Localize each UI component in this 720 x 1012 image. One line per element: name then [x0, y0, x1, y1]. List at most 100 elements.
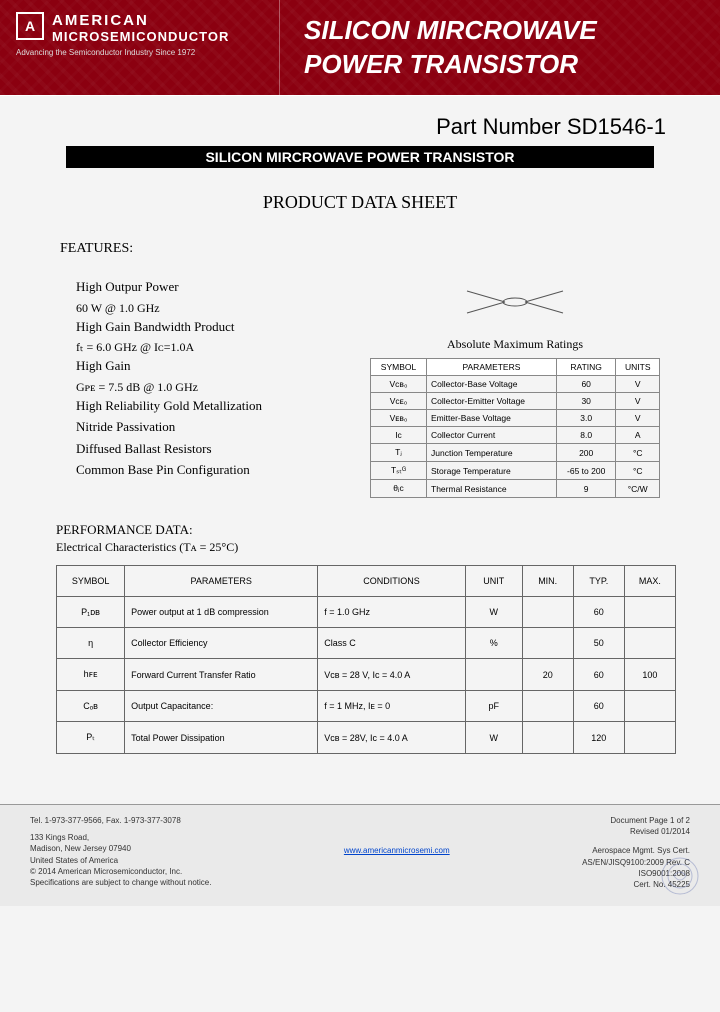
- perf-cell-max: [624, 722, 675, 754]
- document-content: Part Number SD1546-1 SILICON MIRCROWAVE …: [0, 96, 720, 774]
- footer-left: Tel. 1-973-377-9566, Fax. 1-973-377-3078…: [30, 815, 211, 890]
- perf-cell-typ: 120: [573, 722, 624, 754]
- perf-cell-cond: f = 1.0 GHz: [318, 597, 466, 628]
- footer-addr1: 133 Kings Road,: [30, 832, 211, 843]
- ratings-cell-param: Collector-Emitter Voltage: [427, 393, 557, 410]
- perf-header-min: MIN.: [522, 566, 573, 597]
- perf-cell-max: 100: [624, 659, 675, 691]
- perf-cell-typ: 50: [573, 628, 624, 659]
- subtitle-bar: SILICON MIRCROWAVE POWER TRANSISTOR: [66, 146, 654, 168]
- ratings-cell-symbol: Vᴇʙ₀: [371, 410, 427, 427]
- feature-item: High Gain Bandwidth Product: [76, 317, 346, 337]
- footer-tel: Tel. 1-973-377-9566, Fax. 1-973-377-3078: [30, 815, 211, 826]
- ratings-cell-units: °C: [616, 462, 660, 480]
- ratings-header-symbol: SYMBOL: [371, 359, 427, 376]
- perf-cell-min: [522, 722, 573, 754]
- table-row: Vᴄᴇ₀Collector-Emitter Voltage30V: [371, 393, 660, 410]
- perf-cell-param: Forward Current Transfer Ratio: [125, 659, 318, 691]
- ratings-cell-units: °C: [616, 444, 660, 462]
- feature-item: High Outpur Power: [76, 277, 346, 297]
- company-tagline: Advancing the Semiconductor Industry Sin…: [16, 48, 263, 57]
- feature-item: Diffused Ballast Resistors: [76, 439, 346, 459]
- ratings-cell-rating: 60: [556, 376, 616, 393]
- perf-header-max: MAX.: [624, 566, 675, 597]
- perf-cell-symbol: hꜰᴇ: [57, 659, 125, 691]
- ratings-header-rating: RATING: [556, 359, 616, 376]
- ratings-cell-param: Junction Temperature: [427, 444, 557, 462]
- table-row: Vᴄʙ₀Collector-Base Voltage60V: [371, 376, 660, 393]
- table-row: PₜTotal Power DissipationVᴄʙ = 28V, Iᴄ =…: [57, 722, 676, 754]
- footer-center: www.americanmicrosemi.com: [344, 815, 450, 890]
- table-row: CₒʙOutput Capacitance:f = 1 MHz, Iᴇ = 0p…: [57, 691, 676, 722]
- table-row: TⱼJunction Temperature200°C: [371, 444, 660, 462]
- perf-cell-symbol: P₁ᴅʙ: [57, 597, 125, 628]
- page-footer: Tel. 1-973-377-9566, Fax. 1-973-377-3078…: [0, 804, 720, 906]
- ratings-cell-symbol: Tⱼ: [371, 444, 427, 462]
- ratings-header-units: UNITS: [616, 359, 660, 376]
- perf-cell-max: [624, 691, 675, 722]
- ratings-cell-units: V: [616, 376, 660, 393]
- header-title-line1: SILICON MIRCROWAVE: [304, 14, 720, 48]
- perf-cell-max: [624, 597, 675, 628]
- table-row: IᴄCollector Current8.0A: [371, 427, 660, 444]
- features-list: High Outpur Power 60 W @ 1.0 GHz High Ga…: [76, 277, 346, 498]
- feature-sub: fₜ = 6.0 GHz @ Iᴄ=1.0A: [76, 338, 346, 356]
- ratings-cell-symbol: Iᴄ: [371, 427, 427, 444]
- footer-revised: Revised 01/2014: [582, 826, 690, 837]
- footer-right: Document Page 1 of 2 Revised 01/2014 Aer…: [582, 815, 690, 890]
- perf-cell-param: Power output at 1 dB compression: [125, 597, 318, 628]
- ratings-cell-symbol: θⱼᴄ: [371, 480, 427, 498]
- feature-sub: Gᴘᴇ = 7.5 dB @ 1.0 GHz: [76, 378, 346, 396]
- ratings-header-parameters: PARAMETERS: [427, 359, 557, 376]
- perf-cell-param: Output Capacitance:: [125, 691, 318, 722]
- perf-header-unit: UNIT: [465, 566, 522, 597]
- perf-cell-min: [522, 691, 573, 722]
- table-row: TₛₜᴳStorage Temperature-65 to 200°C: [371, 462, 660, 480]
- ratings-cell-symbol: Tₛₜᴳ: [371, 462, 427, 480]
- perf-cell-param: Collector Efficiency: [125, 628, 318, 659]
- ratings-cell-symbol: Vᴄᴇ₀: [371, 393, 427, 410]
- ratings-cell-param: Thermal Resistance: [427, 480, 557, 498]
- ratings-cell-rating: 9: [556, 480, 616, 498]
- perf-cell-param: Total Power Dissipation: [125, 722, 318, 754]
- feature-item: Nitride Passivation: [76, 417, 346, 437]
- ratings-cell-rating: 200: [556, 444, 616, 462]
- company-logo-area: A AMERICAN MICROSEMICONDUCTOR Advancing …: [0, 0, 280, 95]
- footer-doc-page: Document Page 1 of 2: [582, 815, 690, 826]
- perf-header-typ: TYP.: [573, 566, 624, 597]
- performance-sublabel: Electrical Characteristics (Tᴀ = 25°C): [56, 540, 684, 555]
- perf-cell-unit: pF: [465, 691, 522, 722]
- ratings-cell-rating: 8.0: [556, 427, 616, 444]
- ratings-cell-param: Collector Current: [427, 427, 557, 444]
- ratings-cell-units: V: [616, 410, 660, 427]
- perf-cell-unit: W: [465, 597, 522, 628]
- perf-header-parameters: PARAMETERS: [125, 566, 318, 597]
- ratings-title: Absolute Maximum Ratings: [370, 337, 660, 352]
- ratings-cell-units: °C/W: [616, 480, 660, 498]
- perf-cell-max: [624, 628, 675, 659]
- performance-label: PERFORMANCE DATA:: [56, 522, 684, 538]
- ratings-cell-symbol: Vᴄʙ₀: [371, 376, 427, 393]
- ratings-cell-param: Storage Temperature: [427, 462, 557, 480]
- footer-url-link[interactable]: www.americanmicrosemi.com: [344, 846, 450, 855]
- header-banner: A AMERICAN MICROSEMICONDUCTOR Advancing …: [0, 0, 720, 96]
- footer-cert1: Aerospace Mgmt. Sys Cert.: [582, 845, 690, 856]
- perf-cell-min: [522, 628, 573, 659]
- perf-cell-typ: 60: [573, 597, 624, 628]
- perf-cell-unit: W: [465, 722, 522, 754]
- perf-cell-symbol: η: [57, 628, 125, 659]
- table-row: hꜰᴇForward Current Transfer RatioVᴄʙ = 2…: [57, 659, 676, 691]
- header-title-line2: POWER TRANSISTOR: [304, 48, 720, 82]
- footer-addr3: United States of America: [30, 855, 211, 866]
- perf-cell-symbol: Cₒʙ: [57, 691, 125, 722]
- part-number: Part Number SD1546-1: [36, 114, 666, 140]
- ratings-table: SYMBOL PARAMETERS RATING UNITS Vᴄʙ₀Colle…: [370, 358, 660, 498]
- perf-header-symbol: SYMBOL: [57, 566, 125, 597]
- company-name-line1: AMERICAN: [52, 12, 229, 29]
- sheet-title: PRODUCT DATA SHEET: [36, 192, 684, 213]
- ratings-cell-param: Collector-Base Voltage: [427, 376, 557, 393]
- features-label: FEATURES:: [60, 241, 684, 257]
- perf-header-conditions: CONDITIONS: [318, 566, 466, 597]
- table-row: Vᴇʙ₀Emitter-Base Voltage3.0V: [371, 410, 660, 427]
- ratings-cell-rating: 3.0: [556, 410, 616, 427]
